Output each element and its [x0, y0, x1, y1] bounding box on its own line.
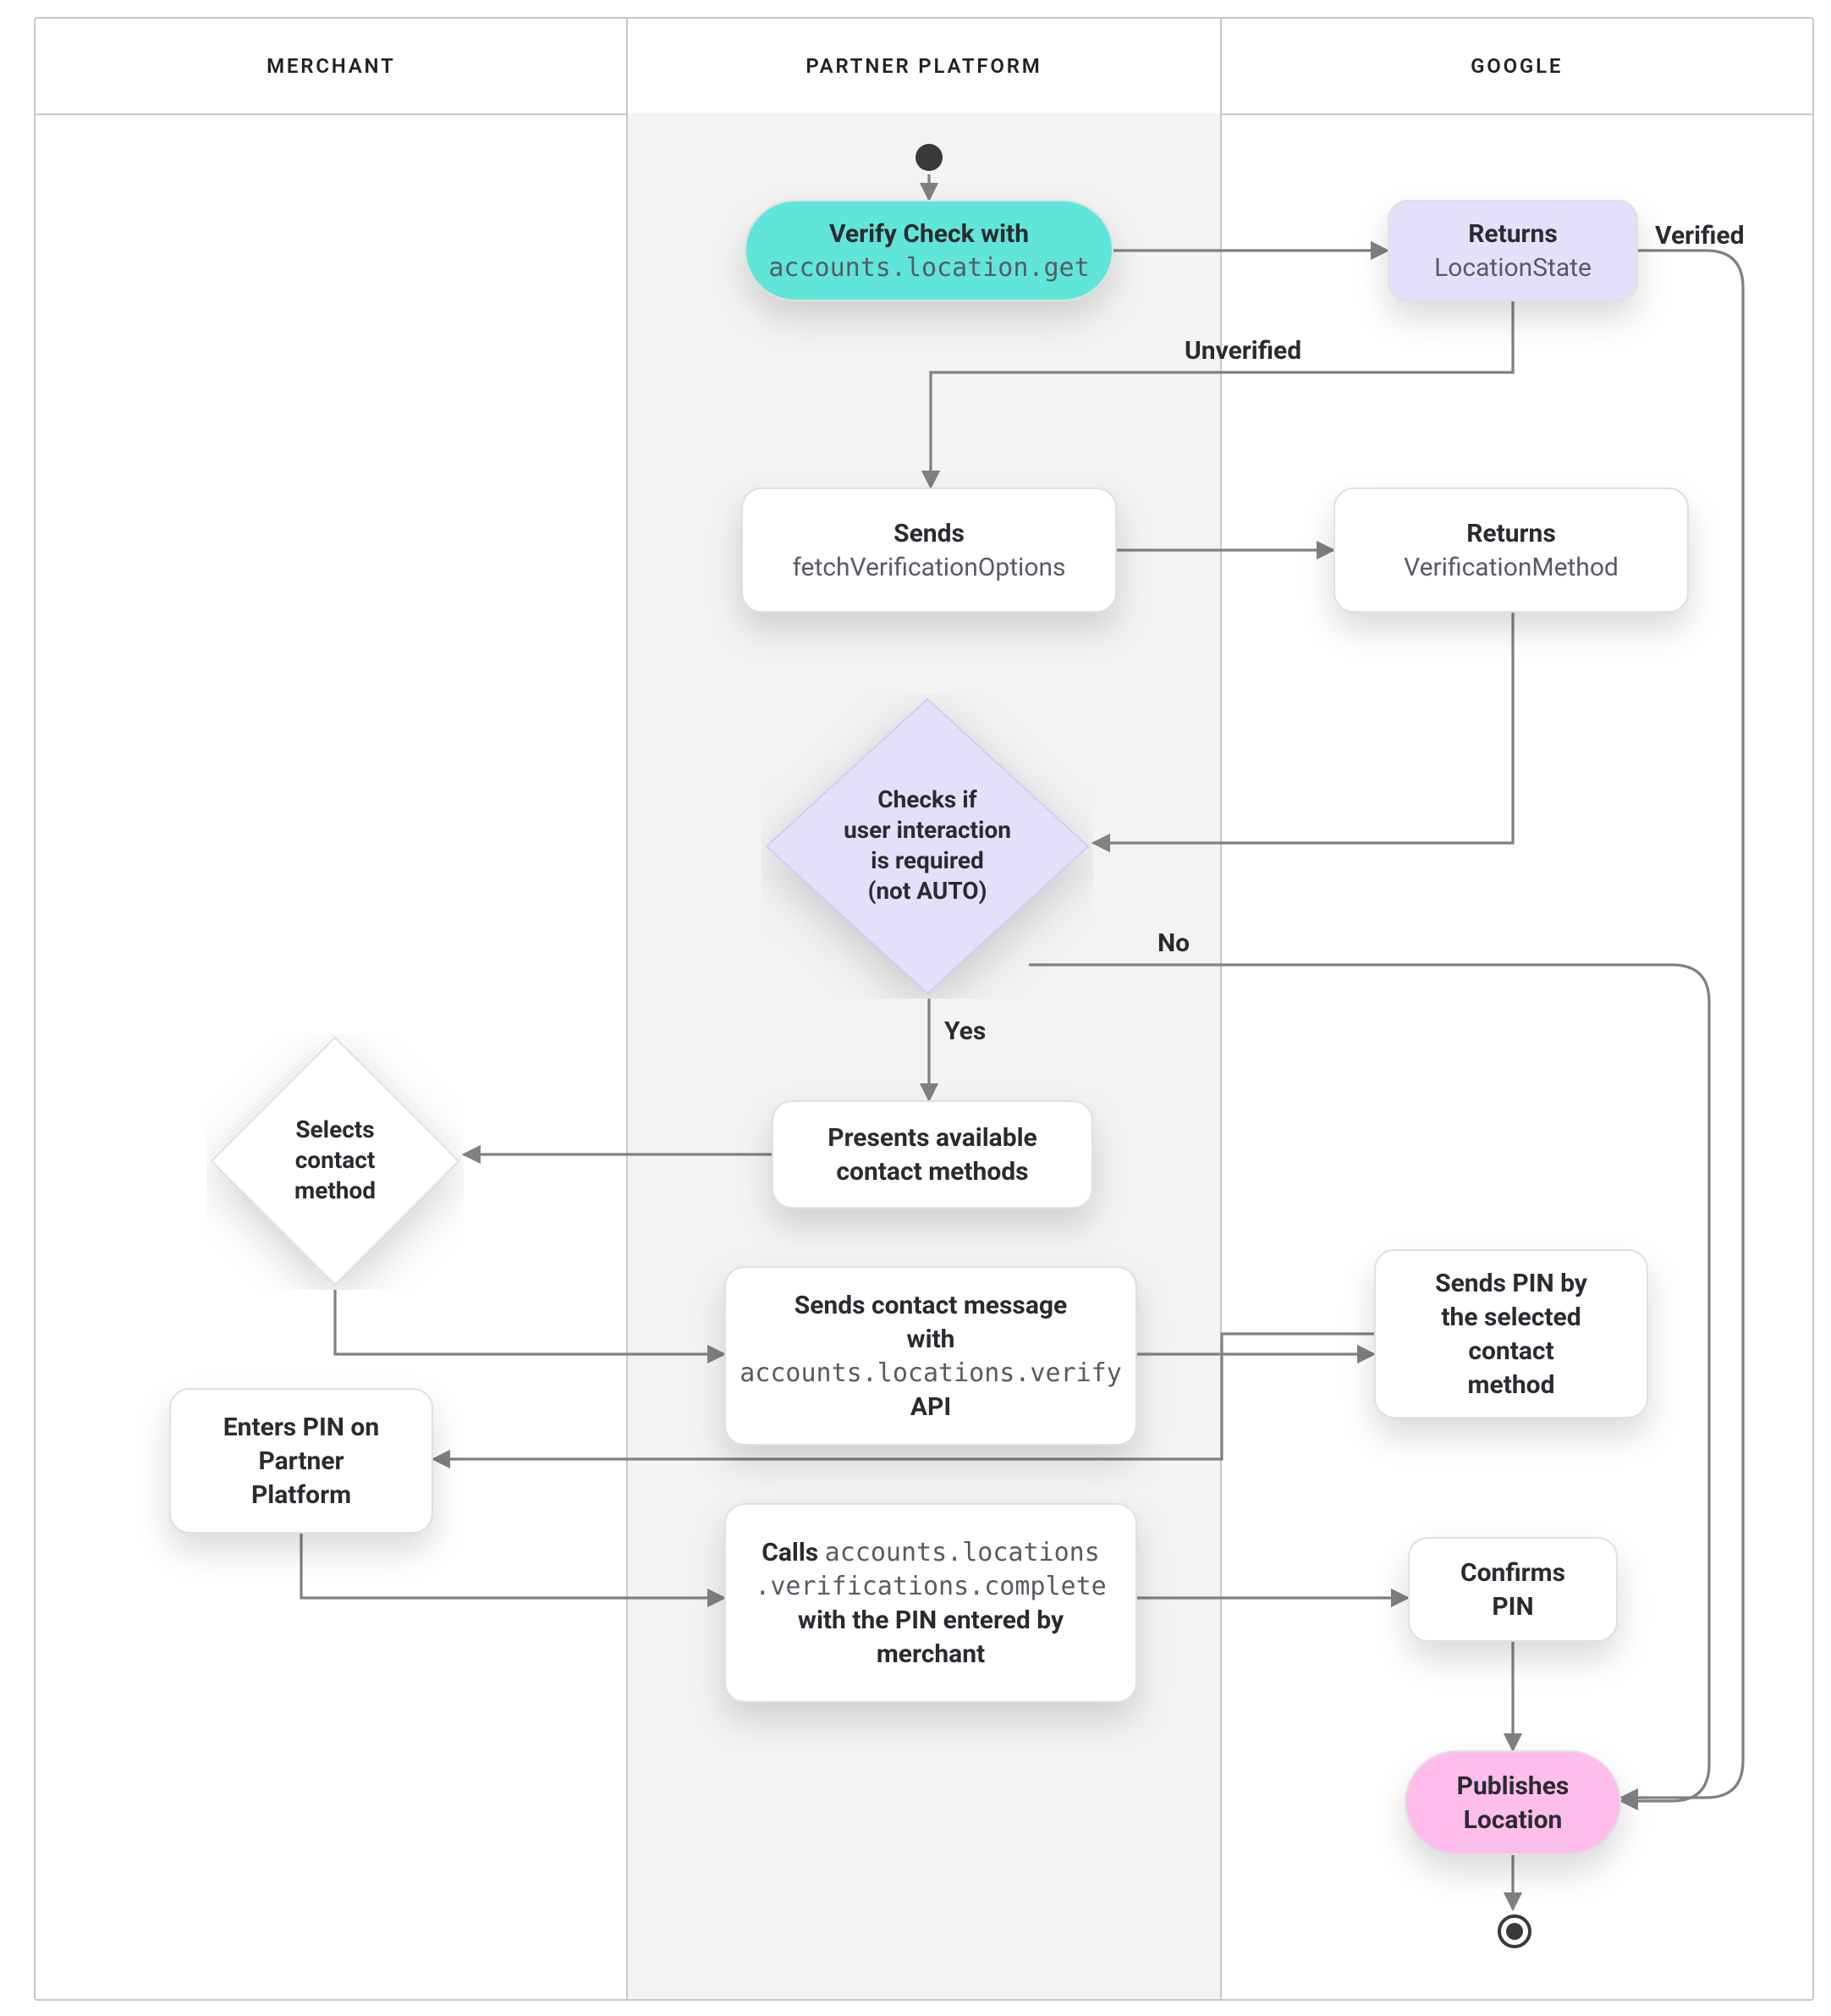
swimlane-frame: MERCHANT PARTNER PLATFORM GOOGLE	[34, 17, 1814, 2001]
l3: contact	[1468, 1334, 1553, 1369]
lane-partner	[629, 113, 1222, 1999]
l3: accounts.locations.verify	[740, 1358, 1122, 1388]
edge-label-no: No	[1157, 928, 1190, 958]
lane-header-google: GOOGLE	[1221, 19, 1812, 113]
l2: with	[907, 1324, 955, 1354]
node-sends-contact-message: Sends contact message with accounts.loca…	[724, 1266, 1137, 1446]
node-verify-check: Verify Check with accounts.location.get	[745, 200, 1113, 301]
node-title: Verify Check with	[829, 217, 1029, 251]
l2: PIN	[1492, 1589, 1533, 1624]
l1: Sends contact message	[795, 1289, 1068, 1319]
node-title: Sends	[894, 516, 965, 551]
node-calls-complete: Calls accounts.locations .verifications.…	[724, 1503, 1137, 1703]
end-node	[1496, 1913, 1533, 1957]
node-line2: contact methods	[836, 1154, 1028, 1189]
node-line1: Presents available	[828, 1121, 1037, 1155]
lane-label: MERCHANT	[267, 54, 396, 78]
node-enters-pin: Enters PIN on Partner Platform	[169, 1388, 433, 1534]
node-returns-verificationmethod: Returns VerificationMethod	[1333, 487, 1689, 613]
lane-header-partner: PARTNER PLATFORM	[629, 19, 1222, 113]
swimlane-header: MERCHANT PARTNER PLATFORM GOOGLE	[36, 19, 1812, 115]
lane-header-merchant: MERCHANT	[36, 19, 629, 113]
lane-label: GOOGLE	[1471, 54, 1563, 78]
node-title: Returns	[1466, 516, 1556, 551]
l3: with the PIN entered by	[798, 1605, 1064, 1635]
node-publishes-location: Publishes Location	[1405, 1750, 1621, 1855]
decision-label: Checks if user interaction is required (…	[803, 785, 1052, 908]
l2: Location	[1464, 1803, 1563, 1837]
flowchart-canvas: MERCHANT PARTNER PLATFORM GOOGLE Verify …	[0, 0, 1831, 2016]
l1: Enters PIN on	[223, 1409, 379, 1444]
l2: .verifications.complete	[755, 1571, 1106, 1601]
decision-selects-method: Selects contact method	[206, 1033, 464, 1290]
l4: method	[1468, 1369, 1555, 1403]
node-sends-pin: Sends PIN by the selected contact method	[1374, 1249, 1648, 1418]
edge-label-unverified: Unverified	[1185, 335, 1301, 366]
node-subtitle: LocationState	[1434, 251, 1592, 285]
l4: merchant	[877, 1639, 985, 1670]
l1: Confirms	[1460, 1556, 1565, 1590]
l1a: Calls	[762, 1536, 824, 1567]
lane-label: PARTNER PLATFORM	[806, 54, 1042, 78]
l2: the selected	[1441, 1300, 1581, 1335]
node-sends-fetch: Sends fetchVerificationOptions	[741, 487, 1117, 613]
edge-label-yes: Yes	[944, 1016, 986, 1046]
node-presents-methods: Presents available contact methods	[772, 1100, 1093, 1209]
node-confirms-pin: Confirms PIN	[1408, 1537, 1618, 1642]
l4: API	[910, 1392, 951, 1423]
decision-user-interaction: Checks if user interaction is required (…	[762, 694, 1093, 999]
node-subtitle: accounts.location.get	[768, 251, 1089, 285]
lane-google	[1221, 113, 1812, 1999]
l1: Sends PIN by	[1435, 1265, 1587, 1300]
decision-label: Selects contact method	[254, 1115, 416, 1207]
node-subtitle: fetchVerificationOptions	[792, 550, 1065, 585]
node-title: Returns	[1468, 217, 1558, 251]
l1b: accounts.locations	[825, 1536, 1100, 1567]
l1: Publishes	[1457, 1769, 1570, 1804]
node-returns-locationstate: Returns LocationState	[1388, 200, 1638, 301]
start-node	[914, 142, 944, 179]
edge-label-verified: Verified	[1655, 220, 1744, 251]
node-subtitle: VerificationMethod	[1404, 550, 1619, 585]
l3: Platform	[251, 1478, 351, 1512]
l2: Partner	[258, 1444, 344, 1479]
